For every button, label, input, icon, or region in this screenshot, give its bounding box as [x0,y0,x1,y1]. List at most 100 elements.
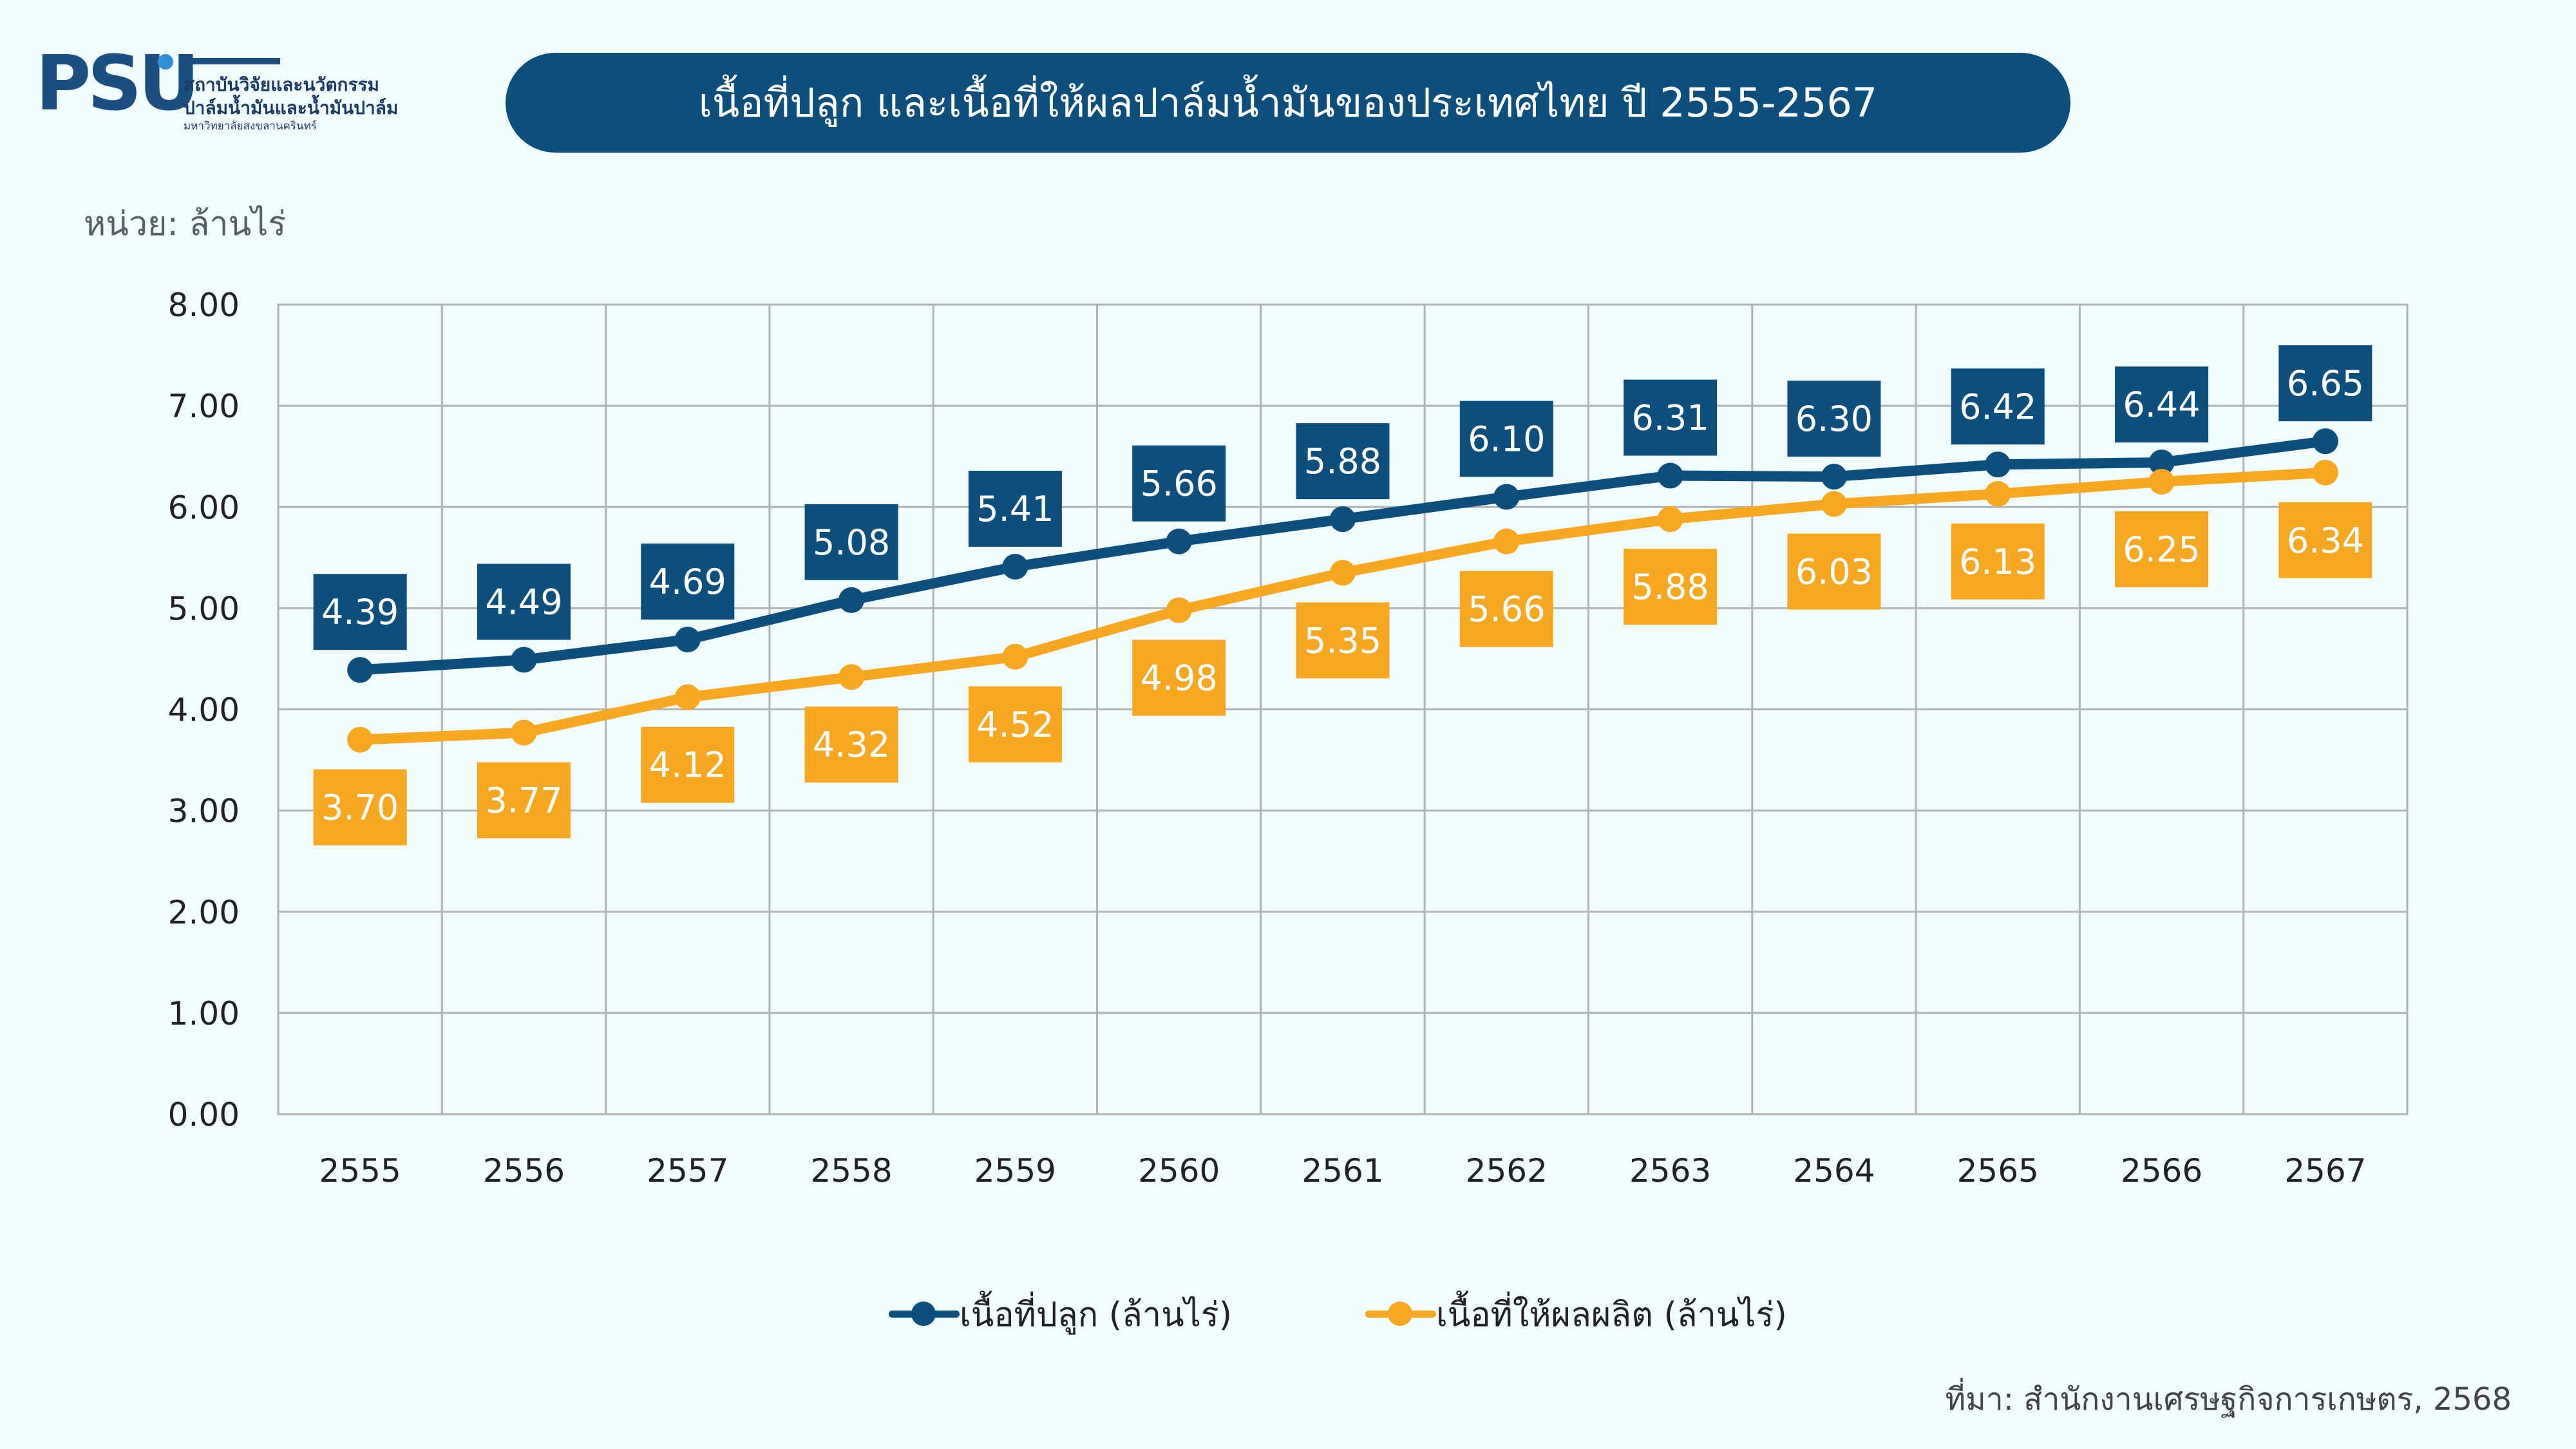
data-label-box-1 [1951,523,2045,600]
data-label-box-1 [1132,639,1226,716]
data-point-0 [1493,484,1520,510]
data-label-box-1 [313,769,407,846]
data-point-0 [1002,553,1028,580]
data-point-1 [2312,459,2338,486]
data-point-0 [674,627,701,653]
data-label-box-1 [2115,511,2209,587]
data-label-box-1 [804,706,898,783]
data-point-1 [1002,643,1028,670]
logo-university-name: มหาวิทยาลัยสงขลานครินทร์ [184,120,317,133]
data-label-box-0 [1296,423,1390,500]
logo-bar [184,58,280,64]
data-label-1: 3.77 [485,781,562,821]
x-tick-label: 2555 [319,1152,401,1189]
y-tick-label: 6.00 [168,489,240,526]
x-tick-label: 2564 [1793,1152,1875,1189]
x-tick-label: 2558 [810,1152,892,1189]
legend: เนื้อที่ปลูก (ล้านไร่) เนื้อที่ให้ผลผลิต… [889,1288,1855,1340]
y-tick-label: 0.00 [168,1096,240,1133]
data-point-0 [511,647,537,673]
x-tick-label: 2561 [1302,1152,1383,1189]
chart-title: เนื้อที่ปลูก และเนื้อที่ให้ผลปาล์มน้ำมัน… [698,79,1878,126]
data-label-1: 6.03 [1795,552,1873,592]
institute-logo: PSU สถาบันวิจัยและนวัตกรรม ปาล์มน้ำมันแล… [35,45,435,142]
data-label-0: 5.66 [1141,464,1218,504]
data-point-0 [1166,528,1192,554]
legend-swatch-harvested [1365,1288,1436,1340]
data-label-1: 5.35 [1304,620,1381,661]
y-tick-label: 4.00 [168,692,240,729]
data-label-box-0 [1624,379,1718,456]
chart-title-banner: เนื้อที่ปลูก และเนื้อที่ให้ผลปาล์มน้ำมัน… [506,53,2070,153]
x-tick-label: 2566 [2121,1152,2202,1189]
data-label-1: 6.25 [2123,529,2200,570]
data-label-box-1 [2278,502,2372,578]
data-label-box-0 [968,470,1062,547]
data-label-1: 4.98 [1141,658,1218,699]
data-label-1: 6.13 [1959,542,2036,582]
data-label-box-1 [1787,533,1881,610]
data-label-0: 4.69 [649,562,726,602]
x-tick-label: 2567 [2284,1152,2366,1189]
data-point-1 [1493,528,1520,554]
data-label-box-1 [1459,571,1553,647]
data-label-1: 4.52 [976,705,1054,745]
data-label-0: 5.88 [1304,441,1381,482]
data-point-0 [347,657,374,683]
data-label-box-0 [641,544,735,620]
data-label-0: 5.08 [813,522,890,563]
data-label-1: 5.66 [1468,589,1545,630]
data-point-0 [1657,462,1683,489]
data-label-box-0 [1787,381,1881,457]
x-tick-label: 2562 [1466,1152,1548,1189]
data-label-box-0 [2278,345,2372,422]
x-tick-label: 2559 [974,1152,1056,1189]
x-tick-label: 2557 [647,1152,728,1189]
source-note: ที่มา: สำนักงานเศรษฐกิจการเกษตร, 2568 [1945,1381,2512,1417]
y-tick-label: 1.00 [168,995,240,1032]
data-label-box-0 [1459,401,1553,477]
data-point-0 [1821,464,1847,490]
data-label-box-0 [2115,366,2209,443]
data-label-1: 3.70 [321,788,399,828]
data-label-0: 6.42 [1959,386,2036,427]
logo-institute-name-line2: ปาล์มน้ำมันและน้ำมันปาล์ม [184,97,399,118]
data-label-0: 6.31 [1631,398,1709,439]
data-point-1 [1657,506,1683,533]
data-label-box-0 [477,564,571,640]
logo-dot [158,54,173,70]
legend-label-planted: เนื้อที่ปลูก (ล้านไร่) [960,1295,1232,1334]
data-label-0: 4.49 [485,582,562,623]
data-point-0 [2148,450,2175,476]
y-tick-label: 7.00 [168,388,240,425]
data-label-box-1 [641,726,735,803]
x-tick-label: 2563 [1629,1152,1711,1189]
x-tick-label: 2560 [1138,1152,1220,1189]
y-tick-label: 2.00 [168,894,240,931]
logo-institute-name-line1: สถาบันวิจัยและนวัตกรรม [184,74,379,95]
data-label-0: 6.44 [2123,384,2200,425]
legend-item-harvested: เนื้อที่ให้ผลผลิต (ล้านไร่) [1365,1288,1787,1340]
data-label-box-0 [804,504,898,580]
data-point-1 [1985,480,2011,507]
data-label-box-1 [968,686,1062,762]
data-label-0: 4.39 [321,592,399,632]
x-tick-label: 2565 [1957,1152,2039,1189]
data-label-box-1 [1296,602,1390,679]
x-tick-label: 2556 [483,1152,565,1189]
data-point-0 [838,587,865,613]
data-label-box-0 [313,574,407,650]
y-tick-label: 5.00 [168,590,240,627]
data-label-box-0 [1132,445,1226,522]
data-label-box-1 [1624,549,1718,625]
data-label-box-1 [477,762,571,838]
logo-mark: PSU [35,39,200,128]
data-point-1 [2148,468,2175,495]
data-point-1 [1821,491,1847,517]
data-label-1: 4.32 [813,724,890,765]
data-label-1: 4.12 [649,745,726,786]
data-point-1 [1166,597,1192,623]
data-point-1 [1330,560,1356,586]
data-label-1: 6.34 [2287,520,2364,561]
